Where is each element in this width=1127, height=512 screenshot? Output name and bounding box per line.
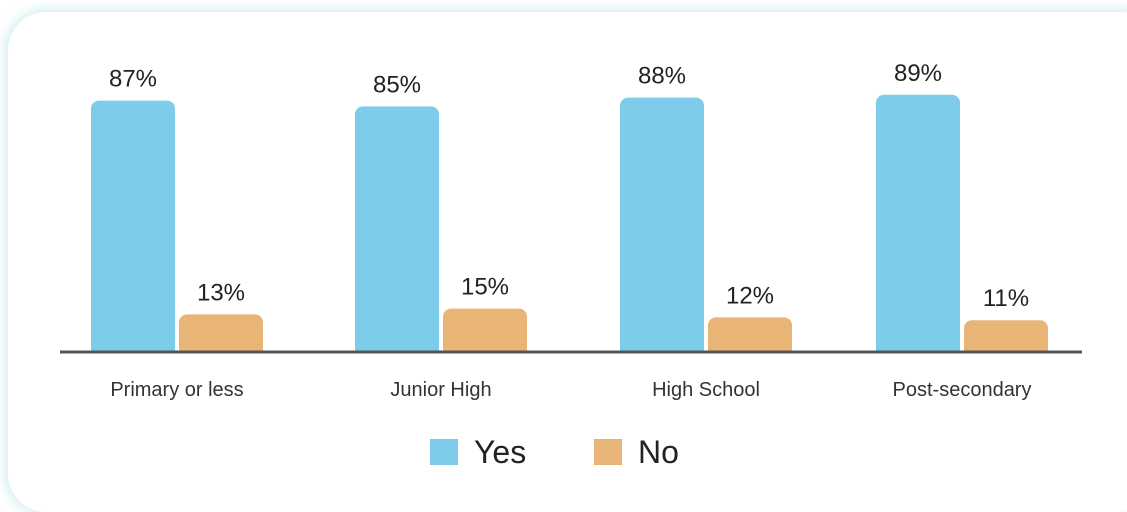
bar-yes-post-secondary — [876, 94, 960, 360]
data-label-yes-junior-high: 85% — [373, 71, 421, 98]
axis-mask — [60, 352, 1082, 366]
legend-label-no: No — [638, 433, 679, 470]
data-label-yes-post-secondary: 89% — [894, 60, 942, 87]
bar-no-junior-high — [443, 308, 527, 360]
x-tick-label-primary-or-less: Primary or less — [110, 379, 243, 401]
bar-yes-primary-or-less — [91, 100, 175, 360]
data-label-yes-primary-or-less: 87% — [109, 66, 157, 93]
data-label-no-primary-or-less: 13% — [197, 279, 245, 306]
legend-item-no: No — [594, 430, 679, 474]
data-label-no-junior-high: 15% — [461, 274, 509, 301]
x-tick-label-high-school: High School — [652, 379, 760, 401]
legend-swatch-yes — [430, 439, 458, 465]
bar-yes-junior-high — [355, 106, 439, 360]
data-label-no-high-school: 12% — [726, 282, 774, 309]
bar-no-high-school — [708, 317, 792, 360]
bar-no-primary-or-less — [179, 314, 263, 360]
data-label-no-post-secondary: 11% — [983, 285, 1029, 312]
bar-chart: 87% 13% Primary or less 85% 15% Junior High 88… — [60, 60, 1082, 401]
x-tick-label-junior-high: Junior High — [390, 379, 491, 401]
legend-item-yes: Yes — [430, 430, 526, 474]
legend: Yes No — [0, 430, 1127, 474]
legend-label-yes: Yes — [474, 433, 527, 470]
legend-swatch-no — [594, 439, 622, 465]
bar-no-post-secondary — [964, 320, 1048, 360]
data-label-yes-high-school: 88% — [638, 63, 686, 90]
bar-yes-high-school — [620, 97, 704, 361]
x-tick-label-post-secondary: Post-secondary — [893, 379, 1032, 401]
